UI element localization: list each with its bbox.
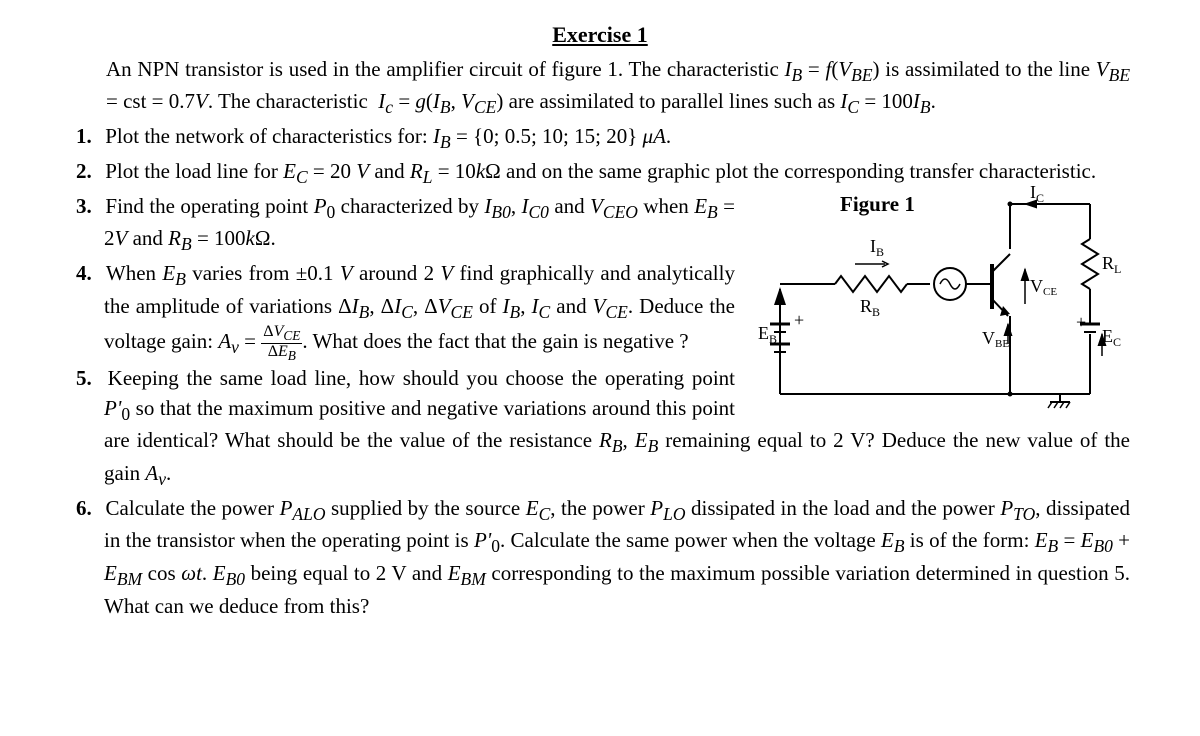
question-list: 1. Plot the network of characteristics f… [70,122,1130,189]
svg-text:RB: RB [860,296,880,319]
svg-text:EC: EC [1102,326,1121,349]
svg-text:RL: RL [1102,253,1121,276]
figure-label: Figure 1 [840,190,915,219]
exercise-title: Exercise 1 [70,20,1130,51]
intro-text-1: An NPN transistor is used in the amplifi… [106,57,1130,114]
svg-text:IC: IC [1030,184,1044,205]
svg-text:VBE: VBE [982,328,1009,350]
circuit-svg: + EB RB IB [750,184,1130,414]
svg-text:+: + [1076,312,1086,332]
question-6: 6. Calculate the power PALO supplied by … [98,494,1130,621]
circuit-figure: Figure 1 + [750,184,1130,414]
svg-text:+: + [794,310,804,330]
svg-text:IB: IB [870,236,884,259]
svg-text:EB: EB [758,323,777,346]
svg-text:VCE: VCE [1030,276,1057,298]
question-1: 1. Plot the network of characteristics f… [98,122,1130,155]
intro-paragraph: An NPN transistor is used in the amplifi… [106,55,1130,120]
